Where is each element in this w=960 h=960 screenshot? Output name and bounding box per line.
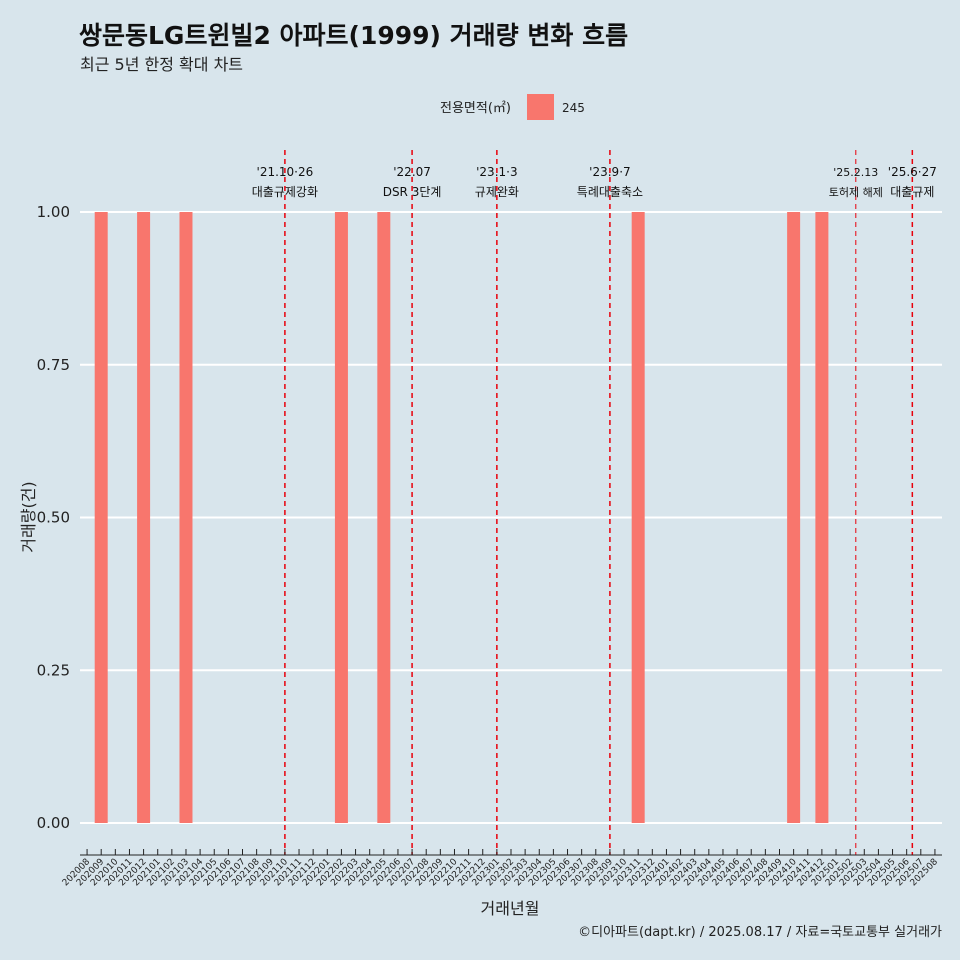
chart-subtitle: 최근 5년 한정 확대 차트 [80, 55, 243, 74]
y-tick-label: 0.50 [37, 509, 70, 527]
annotation-date: '23.9·7 [589, 165, 630, 179]
y-tick-label: 1.00 [37, 203, 70, 221]
legend: 전용면적(㎡) 245 [440, 94, 585, 120]
annotation-label: 특례대출축소 [577, 185, 643, 199]
x-axis-title: 거래년월 [481, 899, 540, 918]
caption: ©디아파트(dapt.kr) / 2025.08.17 / 자료=국토교통부 실… [578, 925, 942, 940]
annotation-label: 규제완화 [475, 185, 519, 199]
bar [815, 212, 829, 823]
y-tick-label: 0.00 [37, 814, 70, 832]
bar [334, 212, 348, 823]
legend-swatch [527, 94, 554, 120]
bar [787, 212, 801, 823]
chart-title: 쌍문동LG트윈빌2 아파트(1999) 거래량 변화 흐름 [79, 21, 628, 50]
annotation-date: '23.1·3 [476, 165, 517, 179]
legend-label: 245 [562, 101, 585, 115]
annotation-label: 대출규제강화 [252, 185, 318, 199]
y-tick-labels: 0.00 0.25 0.50 0.75 1.00 [37, 203, 70, 832]
bar [137, 212, 151, 823]
bars [94, 212, 829, 823]
annotation-labels: '21.10·26 대출규제강화 '22.07 DSR 3단계 '23.1·3 규제완화 '… [252, 165, 937, 199]
legend-title: 전용면적(㎡) [440, 101, 511, 116]
bar [377, 212, 391, 823]
bar [94, 212, 108, 823]
annotation-date: '25.6·27 [888, 165, 937, 179]
annotation-date: '25.2.13 [833, 166, 878, 179]
bar [179, 212, 193, 823]
bar [631, 212, 645, 823]
y-tick-label: 0.25 [37, 661, 70, 679]
annotation-date: '21.10·26 [257, 165, 314, 179]
annotation-date: '22.07 [393, 165, 431, 179]
annotation-lines [284, 150, 914, 855]
annotation-label: DSR 3단계 [383, 185, 442, 199]
x-axis: 2020082020092020102020112020122021012021… [61, 849, 942, 888]
grid-lines [80, 211, 942, 824]
y-axis-title: 거래량(건) [19, 481, 38, 552]
y-tick-label: 0.75 [37, 356, 70, 374]
annotation-label: 대출규제 [890, 185, 934, 199]
annotation-label: 토허제 해제 [829, 185, 883, 199]
